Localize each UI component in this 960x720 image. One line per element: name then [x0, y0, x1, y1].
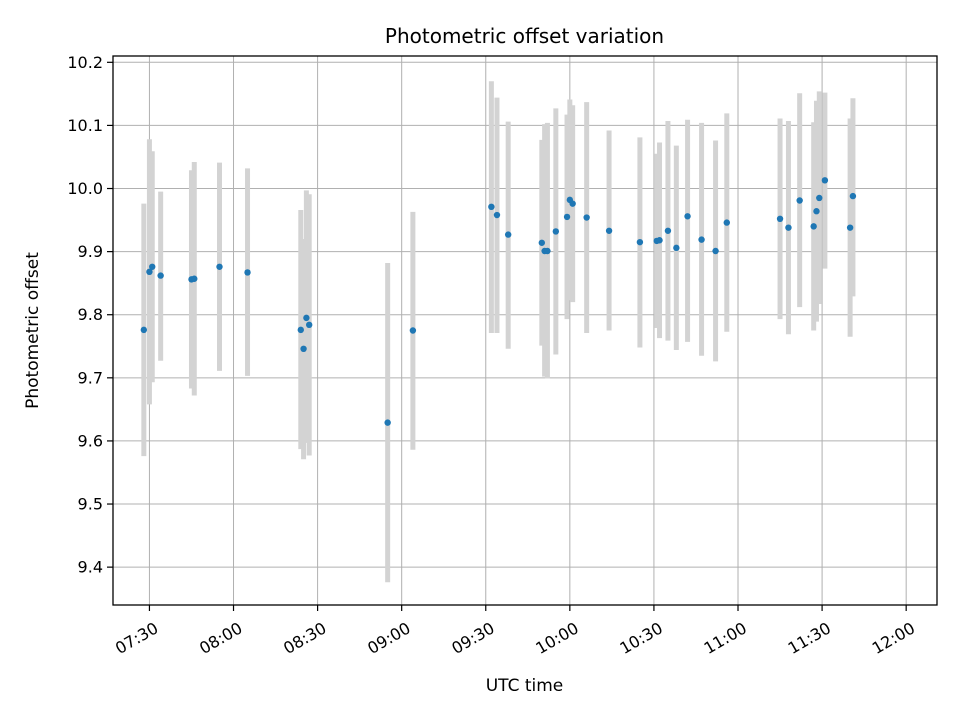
data-point	[849, 192, 857, 200]
data-point	[544, 247, 551, 255]
data-point	[303, 314, 310, 322]
data-point	[569, 200, 576, 207]
y-tick-label: 9.9	[78, 242, 103, 261]
data-point	[216, 263, 223, 270]
y-axis-label: Photometric offset	[23, 252, 43, 409]
data-point	[191, 275, 198, 282]
data-point	[636, 238, 644, 246]
data-point	[723, 219, 730, 226]
data-point	[409, 327, 417, 334]
data-point	[504, 231, 512, 238]
x-axis-label: UTC time	[486, 676, 564, 696]
y-tick-label: 9.6	[78, 431, 103, 450]
y-axis: 9.4 9.5 9.6 9.7 9.8 9.9 10.0 10.1 10.2	[67, 53, 113, 577]
data-point	[146, 268, 153, 276]
data-point	[157, 272, 164, 279]
data-point	[244, 269, 251, 276]
data-point	[785, 224, 792, 231]
data-point	[776, 215, 784, 223]
data-point	[488, 203, 495, 211]
plot-frame	[112, 55, 938, 606]
data-point	[563, 213, 571, 221]
data-point	[297, 326, 304, 334]
data-point	[384, 419, 391, 426]
data-point	[605, 227, 613, 234]
data-point	[673, 244, 680, 252]
data-point	[664, 227, 672, 234]
data-point	[305, 321, 313, 329]
data-point	[538, 239, 546, 246]
y-tick-label: 10.2	[67, 53, 103, 72]
y-tick-label: 9.4	[78, 558, 103, 577]
data-points	[140, 177, 857, 426]
data-point	[684, 213, 691, 220]
y-tick-label: 9.7	[78, 368, 103, 387]
grid	[113, 56, 937, 605]
y-tick-label: 10.0	[67, 179, 103, 198]
data-point	[796, 197, 803, 204]
data-point	[583, 214, 590, 221]
y-tick-label: 9.5	[78, 495, 103, 514]
data-point	[656, 237, 663, 244]
data-point	[846, 224, 854, 231]
y-tick-label: 9.8	[78, 305, 103, 324]
data-point	[810, 223, 817, 230]
data-point	[816, 194, 823, 202]
data-point	[813, 208, 820, 215]
chart-title: Photometric offset variation	[385, 24, 664, 48]
data-point	[493, 211, 501, 219]
data-point	[821, 177, 829, 184]
data-point	[140, 326, 148, 334]
data-point	[698, 236, 705, 243]
data-point	[300, 345, 307, 352]
data-point	[552, 228, 560, 235]
y-tick-label: 10.1	[67, 116, 103, 135]
data-point	[149, 263, 156, 270]
data-point	[712, 247, 719, 255]
